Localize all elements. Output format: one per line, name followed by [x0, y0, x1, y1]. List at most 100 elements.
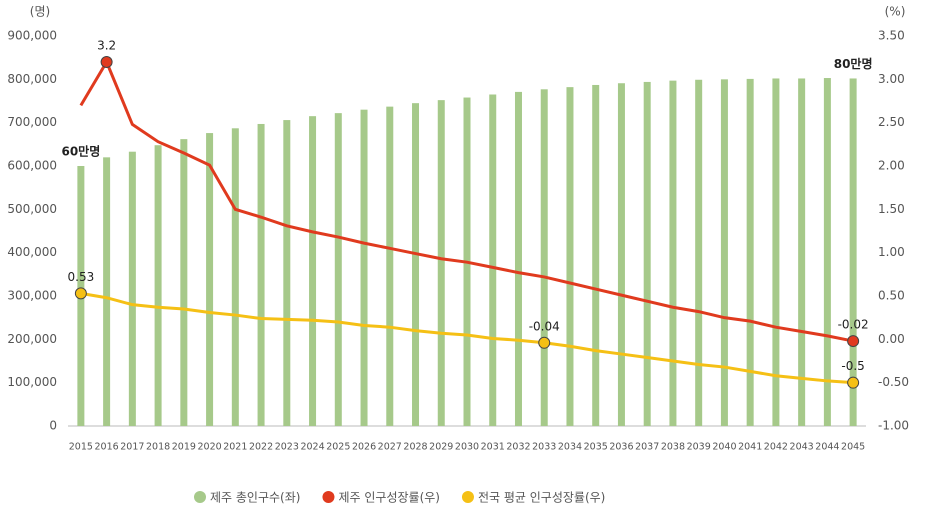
bar: [360, 109, 368, 427]
bar: [180, 139, 188, 426]
x-tick-label: 2029: [429, 442, 453, 453]
data-label: 80만명: [834, 56, 873, 71]
bar: [309, 116, 317, 427]
bar: [103, 157, 111, 427]
y-tick-label: 100,000: [7, 375, 57, 389]
y-tick-label: 500,000: [7, 202, 57, 216]
y2-tick-label: 0.00: [878, 332, 905, 346]
bar: [566, 87, 574, 426]
legend-swatch: [461, 491, 474, 503]
y-tick-label: 800,000: [7, 72, 57, 86]
x-tick-label: 2045: [841, 442, 865, 453]
x-tick-label: 2022: [249, 442, 273, 453]
legend-label: 전국 평균 인구성장률(우): [478, 491, 605, 505]
bar: [720, 79, 728, 426]
x-tick-label: 2044: [815, 442, 839, 453]
bar: [412, 103, 420, 427]
bar: [592, 84, 600, 426]
y2-tick-label: -0.50: [878, 375, 909, 389]
y2-tick-label: 1.00: [878, 245, 905, 259]
x-tick-label: 2032: [506, 442, 530, 453]
point-marker: [847, 376, 860, 389]
bar: [128, 151, 136, 426]
y-tick-label: 600,000: [7, 159, 57, 173]
bar: [798, 78, 806, 426]
point-marker: [538, 336, 551, 349]
bar: [695, 79, 703, 427]
x-tick-label: 2023: [275, 442, 299, 453]
bar: [772, 78, 780, 426]
x-tick-label: 2042: [764, 442, 788, 453]
x-tick-label: 2036: [609, 442, 633, 453]
x-tick-label: 2043: [790, 442, 814, 453]
x-tick-label: 2028: [403, 442, 427, 453]
point-marker: [74, 287, 87, 300]
x-tick-label: 2026: [352, 442, 376, 453]
y2-tick-label: 1.50: [878, 202, 905, 216]
bar: [437, 100, 445, 426]
x-tick-label: 2018: [146, 442, 170, 453]
bar: [283, 120, 291, 427]
bar: [489, 94, 497, 426]
bar: [206, 133, 214, 427]
y-tick-label: 0: [49, 419, 57, 433]
line: [80, 291, 854, 385]
data-label: 60만명: [61, 144, 100, 159]
x-tick-label: 2041: [738, 442, 762, 453]
legend-label: 제주 인구성장률(우): [338, 491, 440, 505]
x-tick-label: 2038: [661, 442, 685, 453]
y2-tick-label: 3.50: [878, 29, 905, 43]
y-axis-label: (명): [30, 5, 50, 19]
bar: [514, 91, 522, 427]
bar: [746, 78, 754, 427]
bar: [540, 89, 548, 427]
y-tick-label: 900,000: [7, 29, 57, 43]
point-marker: [847, 335, 860, 348]
y2-tick-label: 0.50: [878, 289, 905, 303]
y2-tick-label: 3.00: [878, 72, 905, 86]
y2-axis-label: (%): [885, 5, 906, 19]
y-tick-label: 700,000: [7, 115, 57, 129]
x-tick-label: 2024: [300, 442, 324, 453]
x-tick-label: 2025: [326, 442, 350, 453]
y2-tick-label: 2.00: [878, 159, 905, 173]
x-tick-label: 2039: [687, 442, 711, 453]
legend-label: 제주 총인구수(좌): [210, 491, 300, 505]
x-tick-label: 2019: [172, 442, 196, 453]
y-tick-label: 200,000: [7, 332, 57, 346]
bar: [617, 83, 625, 426]
x-tick-label: 2034: [558, 442, 582, 453]
data-label: 3.2: [97, 39, 116, 53]
data-label: -0.02: [838, 318, 869, 332]
x-tick-label: 2030: [455, 442, 479, 453]
bar: [154, 145, 162, 426]
data-label: 0.53: [68, 270, 95, 284]
point-marker: [100, 56, 113, 68]
x-tick-label: 2033: [532, 442, 556, 453]
x-tick-label: 2035: [584, 442, 608, 453]
bar: [386, 106, 394, 426]
x-tick-label: 2015: [69, 442, 93, 453]
bar: [257, 123, 265, 426]
bar: [643, 81, 651, 426]
data-label: -0.5: [841, 359, 864, 373]
x-tick-label: 2016: [95, 442, 119, 453]
bar: [231, 128, 239, 427]
y-tick-label: 400,000: [7, 245, 57, 259]
legend-swatch: [194, 491, 206, 503]
y2-tick-label: -1.00: [878, 419, 909, 433]
x-tick-label: 2037: [635, 442, 659, 453]
bar: [669, 80, 677, 426]
y-tick-label: 300,000: [7, 289, 57, 303]
bar: [849, 78, 857, 426]
bar: [334, 113, 342, 426]
y2-tick-label: 2.50: [878, 115, 905, 129]
x-tick-label: 2040: [712, 442, 736, 453]
x-tick-label: 2021: [223, 442, 247, 453]
legend-swatch: [322, 491, 335, 503]
x-tick-label: 2017: [120, 442, 144, 453]
data-label: -0.04: [529, 319, 560, 333]
x-tick-label: 2027: [378, 442, 402, 453]
x-tick-label: 2031: [481, 442, 505, 453]
